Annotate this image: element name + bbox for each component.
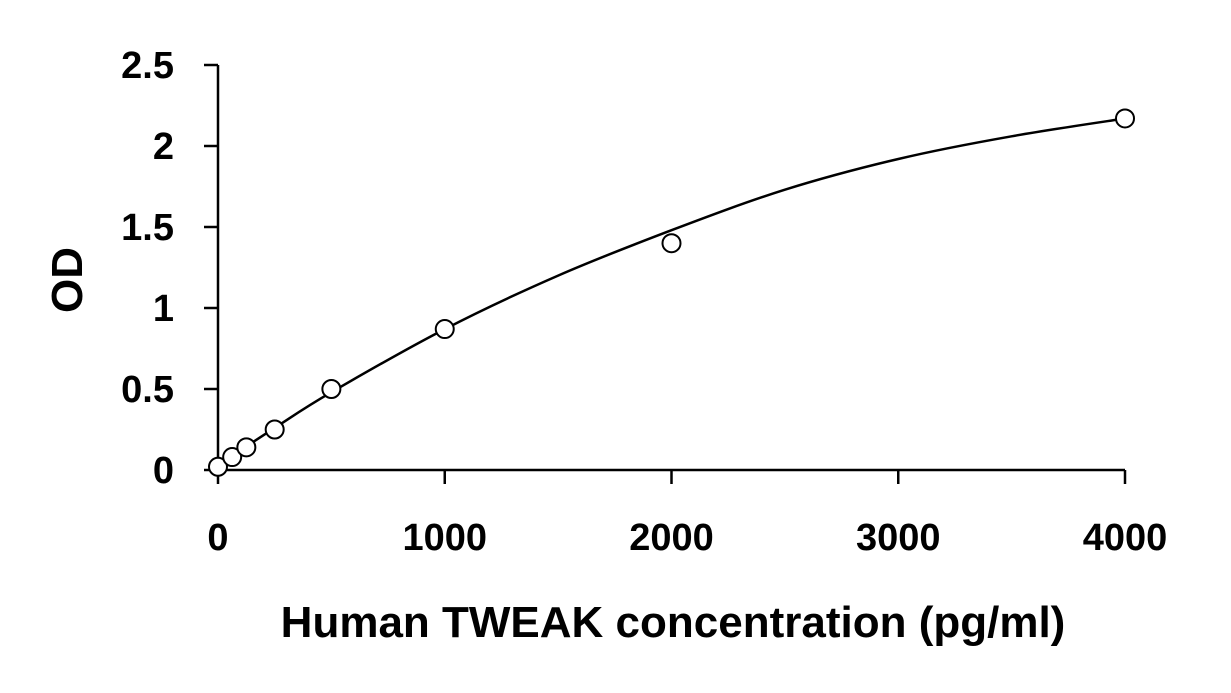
y-tick-label: 1.5 bbox=[121, 207, 174, 249]
data-point bbox=[236, 437, 257, 458]
data-point bbox=[661, 233, 682, 254]
data-point bbox=[321, 379, 342, 399]
data-point bbox=[1115, 108, 1135, 129]
data-point bbox=[434, 319, 455, 340]
x-tick-label: 1000 bbox=[402, 517, 487, 559]
x-tick-label: 3000 bbox=[856, 517, 941, 559]
data-point bbox=[222, 447, 243, 468]
y-tick-label: 0.5 bbox=[121, 369, 174, 411]
fit-curve bbox=[217, 117, 1126, 467]
x-axis-title: Human TWEAK concentration (pg/ml) bbox=[281, 598, 1066, 647]
y-axis-title: OD bbox=[43, 247, 92, 313]
plot-area: 0 0.5 1 1.5 2 2.5 0 1000 2000 3000 4000 bbox=[121, 45, 1167, 559]
x-tick-label: 2000 bbox=[629, 517, 714, 559]
y-tick-label: 2.5 bbox=[121, 45, 174, 87]
data-point bbox=[264, 419, 285, 440]
x-tick-label: 0 bbox=[207, 517, 228, 559]
x-tick-label: 4000 bbox=[1083, 517, 1168, 559]
data-point bbox=[208, 456, 228, 477]
y-tick-label: 0 bbox=[153, 450, 174, 492]
y-tick-label: 2 bbox=[153, 126, 174, 168]
y-tick-label: 1 bbox=[153, 288, 174, 330]
